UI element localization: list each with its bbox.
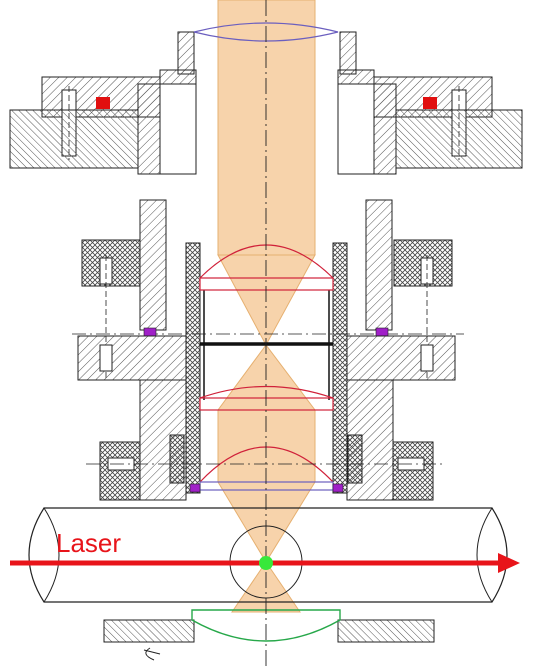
bolt-lower-left — [99, 344, 113, 372]
bottom-plate-left — [103, 619, 195, 643]
lens-holder-left — [185, 242, 201, 494]
receiving-mirror — [191, 609, 341, 642]
seal-lower-left — [189, 483, 201, 493]
upper-housing-right-bore — [337, 83, 375, 175]
lens-holder-right — [332, 242, 348, 494]
tube-wall-left — [139, 199, 167, 331]
focus-point — [259, 556, 273, 570]
upper-housing-left-bore — [159, 83, 197, 175]
focusing-lens-upper — [199, 385, 334, 399]
seal-mid-left — [143, 327, 157, 337]
collimator-lens-upper-rim — [199, 277, 334, 291]
bottom-window — [103, 609, 435, 661]
retaining-screw-right — [347, 434, 363, 484]
flange-right — [346, 335, 456, 381]
mounting-plates — [9, 109, 523, 169]
top-lens-cell-wall-left — [177, 31, 195, 75]
top-lens-cell-flange-left — [159, 69, 197, 85]
beam-collimated-top — [217, 0, 316, 256]
top-lens-cell-wall-right — [339, 31, 357, 75]
lower-flange — [77, 335, 456, 501]
focusing-lens-upper-rim — [199, 397, 334, 411]
laser-arrow — [10, 553, 520, 573]
top-lens — [193, 22, 339, 42]
beam-cone-upper — [217, 254, 316, 347]
arrow-right-icon — [498, 553, 520, 573]
middle-lens-tube — [139, 199, 393, 494]
top-lens-cell — [159, 22, 375, 85]
tube-wall-right — [365, 199, 393, 331]
seal-upper-right — [423, 97, 437, 109]
base-clamps — [86, 441, 446, 501]
seal-mid-right — [375, 327, 389, 337]
seal-lower-right — [332, 483, 344, 493]
seal-upper-left — [96, 97, 110, 109]
bolt-mid-left — [99, 257, 113, 285]
mount-plate-right — [395, 109, 523, 169]
laser-label: Laser — [56, 528, 121, 558]
beam-between-lenses — [217, 409, 316, 483]
clamp-right — [392, 441, 434, 501]
bolt-mid-right — [420, 257, 434, 285]
side-brackets — [72, 239, 464, 380]
bolt-lower-right — [420, 344, 434, 372]
beam-cone-middle — [217, 344, 317, 411]
flange-left — [77, 335, 187, 381]
top-lens-cell-flange-right — [337, 69, 375, 85]
mount-plate-left — [9, 109, 139, 169]
bottom-plate-right — [337, 619, 435, 643]
clamp-left — [99, 441, 141, 501]
retaining-screw-left — [169, 434, 185, 484]
cable-connector — [143, 647, 161, 661]
